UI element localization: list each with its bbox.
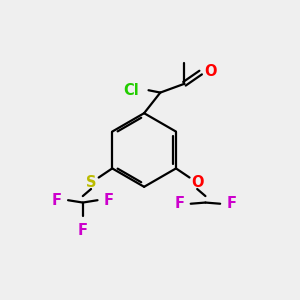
Text: Cl: Cl (123, 83, 139, 98)
Text: S: S (86, 175, 96, 190)
Text: F: F (78, 223, 88, 238)
Text: F: F (52, 193, 61, 208)
Text: F: F (104, 193, 114, 208)
Text: F: F (226, 196, 237, 211)
Text: F: F (174, 196, 184, 211)
Text: O: O (204, 64, 217, 79)
Text: O: O (191, 175, 203, 190)
